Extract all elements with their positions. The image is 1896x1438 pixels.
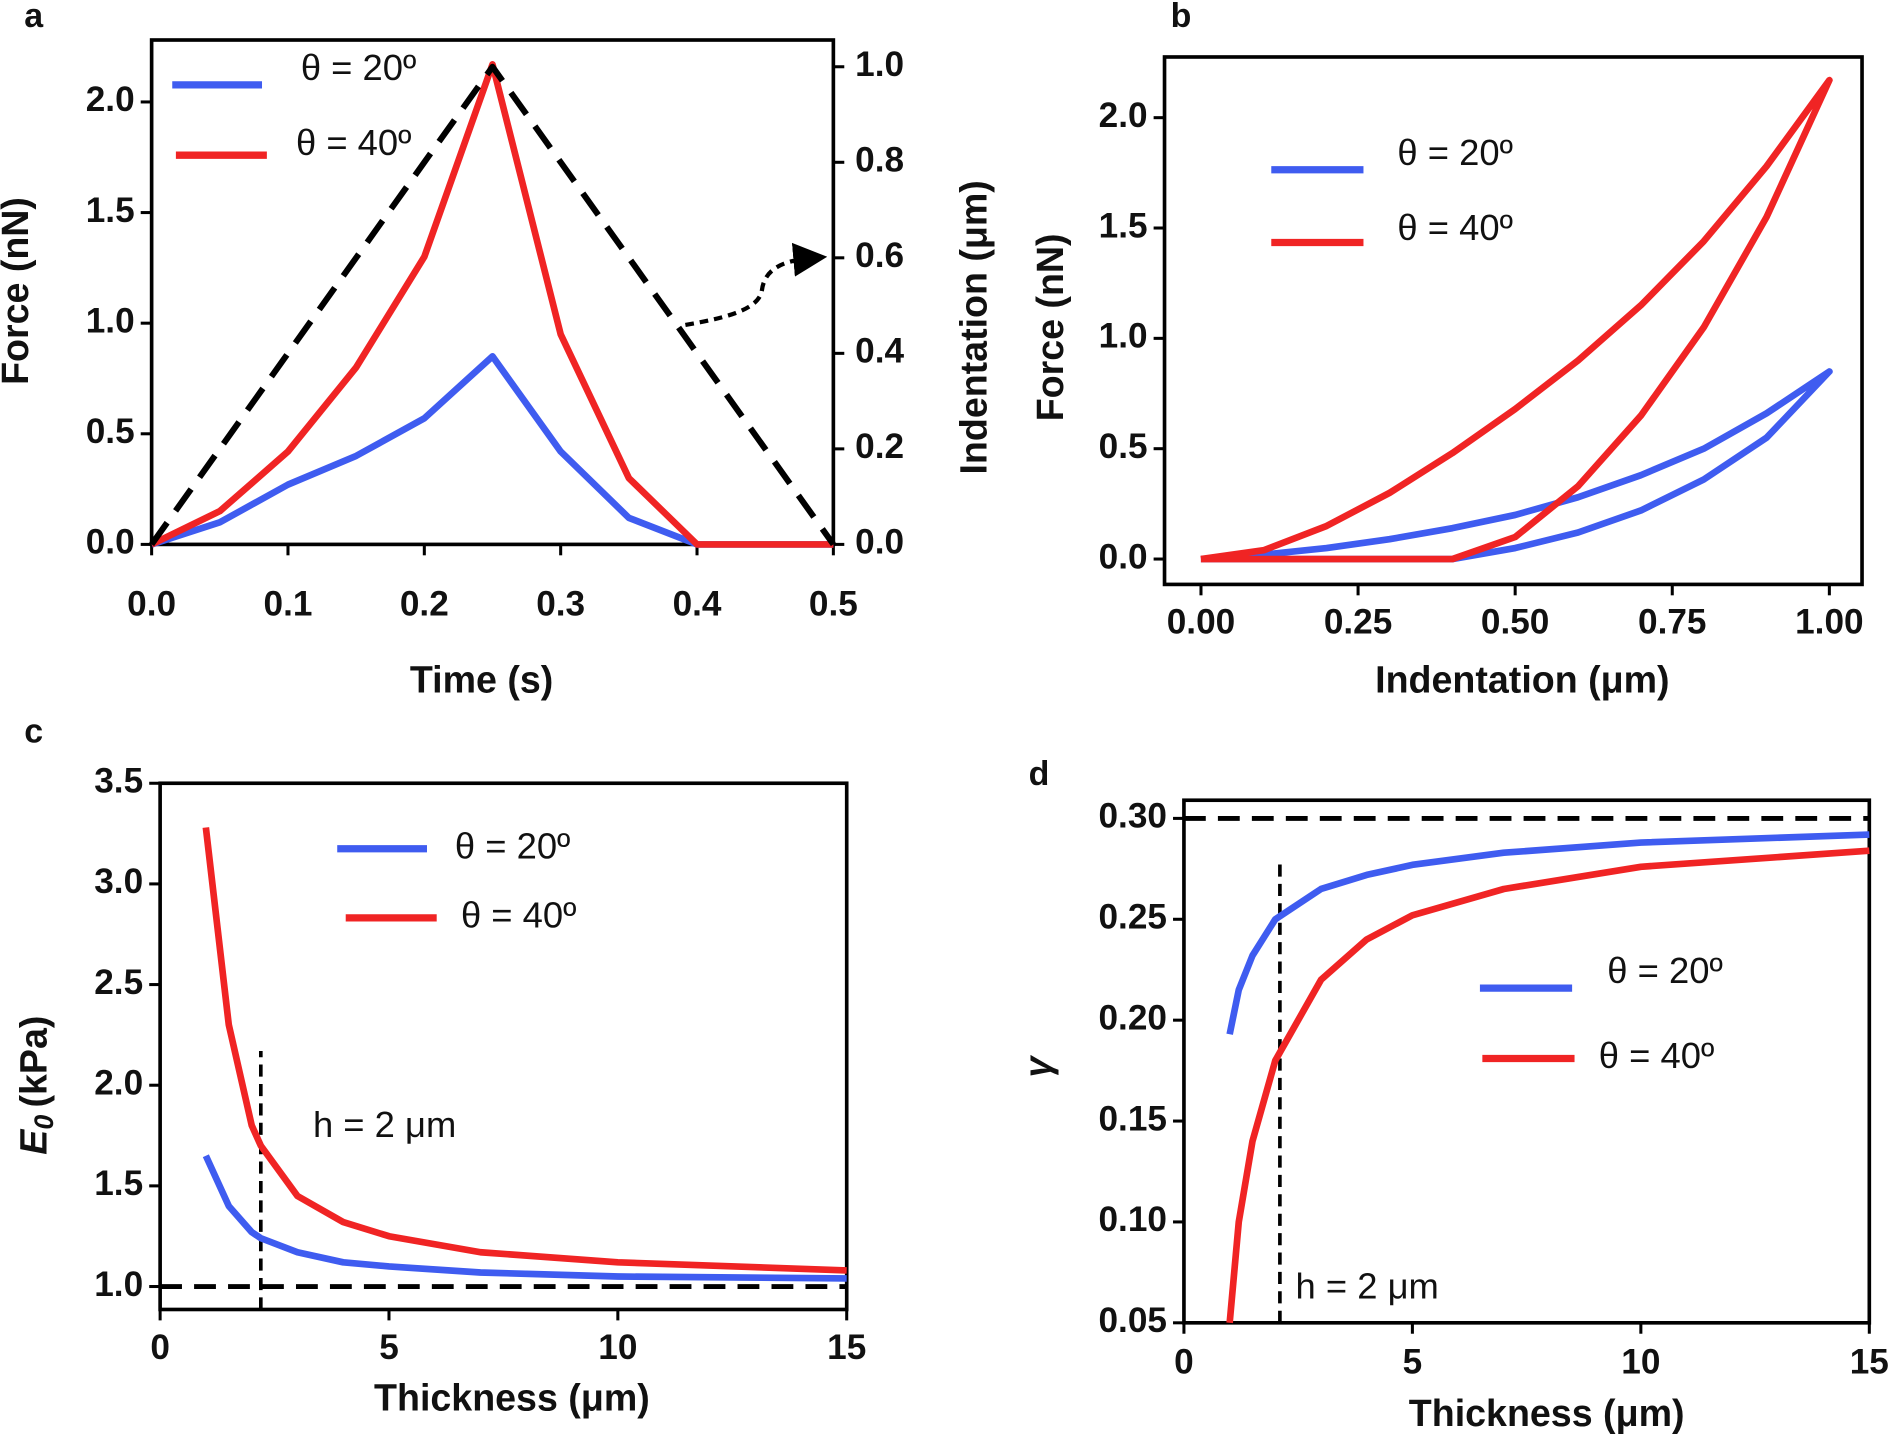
legend-label: θ = 40º (1599, 1035, 1714, 1076)
y-tick-label: 0.0 (86, 523, 135, 562)
panel-label: c (24, 713, 43, 751)
y2-tick-label: 0.6 (855, 236, 904, 275)
x-tick-label: 1.00 (1795, 603, 1863, 642)
series-line (1200, 368, 1833, 563)
x-tick-label: 5 (379, 1328, 399, 1367)
y-tick-label: 0.20 (1099, 998, 1167, 1037)
plot-frame (1182, 798, 1872, 1325)
y2-axis-label: Indentation (μm) (952, 180, 994, 474)
panel-label: a (24, 0, 44, 35)
y-tick-label: 1.0 (94, 1265, 143, 1304)
y-label-unit: (kPa) (12, 1016, 54, 1108)
y-tick-label: 0.05 (1099, 1301, 1167, 1340)
legend-label: θ = 20º (301, 47, 416, 88)
y-tick-label: 1.0 (1099, 317, 1148, 356)
y-tick-label: 0.30 (1099, 797, 1167, 836)
plot-frame (1162, 55, 1864, 587)
y-axis-label: γ (1017, 1054, 1059, 1077)
y-tick-label: 2.5 (94, 963, 143, 1002)
y-tick-label: 0.5 (1099, 427, 1148, 466)
y2-tick-label: 0.2 (855, 427, 904, 466)
x-axis-label: Time (s) (410, 659, 553, 701)
x-tick-label: 0 (1174, 1342, 1194, 1381)
series-line (1226, 831, 1870, 1035)
y-tick-label: 2.0 (1099, 96, 1148, 135)
x-tick-label: 0.4 (673, 585, 722, 624)
legend-label: θ = 20º (1397, 132, 1512, 173)
x-tick-label: 0.2 (400, 585, 449, 624)
y-tick-label: 3.0 (94, 862, 143, 901)
y-tick-label: 2.0 (86, 80, 135, 119)
y-tick-label: 1.5 (1099, 206, 1148, 245)
x-tick-label: 0.0 (127, 585, 176, 624)
panel-label: b (1171, 0, 1192, 35)
x-tick-label: 10 (1621, 1342, 1660, 1381)
y-tick-label: 1.5 (86, 191, 135, 230)
panel-label: d (1029, 755, 1050, 793)
series-line (150, 61, 834, 548)
legend-label: θ = 40º (1397, 207, 1512, 248)
y-tick-label: 0.25 (1099, 898, 1167, 937)
x-tick-label: 0.5 (809, 585, 858, 624)
x-axis-label: Thickness (μm) (374, 1376, 650, 1418)
x-tick-label: 10 (598, 1328, 637, 1367)
y-axis-label: Force (nN) (1029, 233, 1071, 421)
x-axis-label: Thickness (μm) (1409, 1392, 1685, 1434)
series-line (202, 1154, 847, 1282)
x-tick-label: 0.00 (1167, 603, 1235, 642)
y2-tick-label: 0.0 (855, 523, 904, 562)
annotation-arrow (685, 242, 828, 328)
x-tick-label: 5 (1403, 1342, 1423, 1381)
series-line (149, 63, 836, 547)
x-tick-label: 0 (150, 1328, 170, 1367)
series-line (1226, 847, 1870, 1324)
y-label-symbol: E (12, 1129, 54, 1155)
y-axis-label: Force (nN) (0, 197, 36, 385)
y2-tick-label: 0.8 (855, 141, 904, 180)
legend-label: θ = 20º (455, 825, 570, 866)
y-tick-label: 0.5 (86, 412, 135, 451)
y-tick-label: 0.10 (1099, 1200, 1167, 1239)
x-tick-label: 0.25 (1324, 603, 1392, 642)
x-axis-label: Indentation (μm) (1375, 659, 1669, 701)
annotation: h = 2 μm (1296, 1265, 1439, 1306)
x-tick-label: 0.3 (536, 585, 585, 624)
x-tick-label: 0.1 (264, 585, 313, 624)
y-label-subscript: 0 (29, 1115, 59, 1130)
y-tick-label: 0.15 (1099, 1099, 1167, 1138)
x-tick-label: 15 (1850, 1342, 1889, 1381)
y-tick-label: 1.0 (86, 301, 135, 340)
y-tick-label: 0.0 (1099, 537, 1148, 576)
y-tick-label: 2.0 (94, 1064, 143, 1103)
y-tick-label: 1.5 (94, 1164, 143, 1203)
series-line (1200, 76, 1833, 563)
series-line (202, 827, 847, 1274)
legend-label: θ = 40º (296, 122, 411, 163)
annotation: h = 2 μm (313, 1104, 456, 1145)
y-tick-label: 3.5 (94, 762, 143, 801)
legend-label: θ = 20º (1607, 950, 1722, 991)
x-tick-label: 0.50 (1481, 603, 1549, 642)
series-line (150, 353, 834, 548)
legend-label: θ = 40º (461, 894, 576, 935)
y-axis-label: E0 (kPa) (12, 1016, 59, 1155)
y2-tick-label: 1.0 (855, 45, 904, 84)
x-tick-label: 0.75 (1638, 603, 1706, 642)
x-tick-label: 15 (827, 1328, 866, 1367)
y2-tick-label: 0.4 (855, 332, 904, 371)
plot-frame (158, 781, 849, 1312)
plot-frame (149, 38, 836, 547)
